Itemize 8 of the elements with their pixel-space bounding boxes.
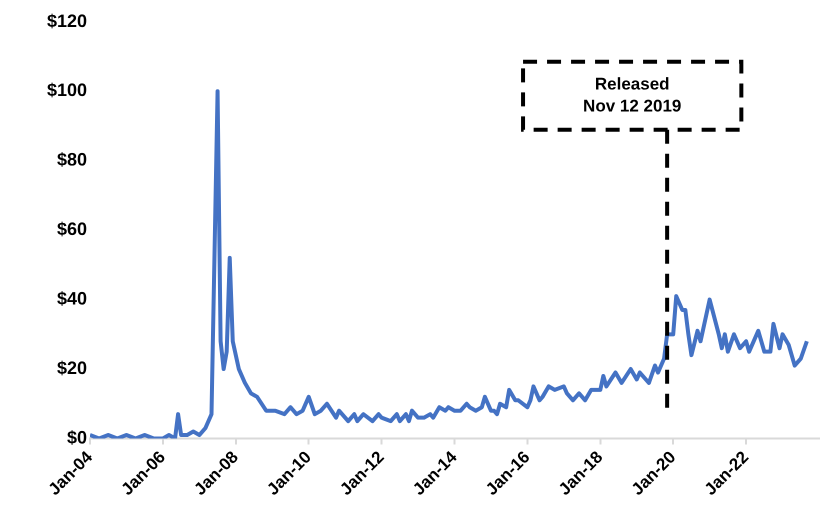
y-tick-label: $40 (56, 288, 87, 309)
y-tick-label: $80 (56, 150, 87, 170)
y-tick-label: $120 (46, 10, 87, 31)
ref-line-label: Released Nov 12 2019 (583, 74, 682, 116)
y-tick-label: $100 (46, 80, 87, 100)
y-tick-label: $20 (56, 358, 87, 378)
y-tick-label: $0 (66, 427, 87, 448)
y-tick-label: $60 (56, 219, 87, 240)
